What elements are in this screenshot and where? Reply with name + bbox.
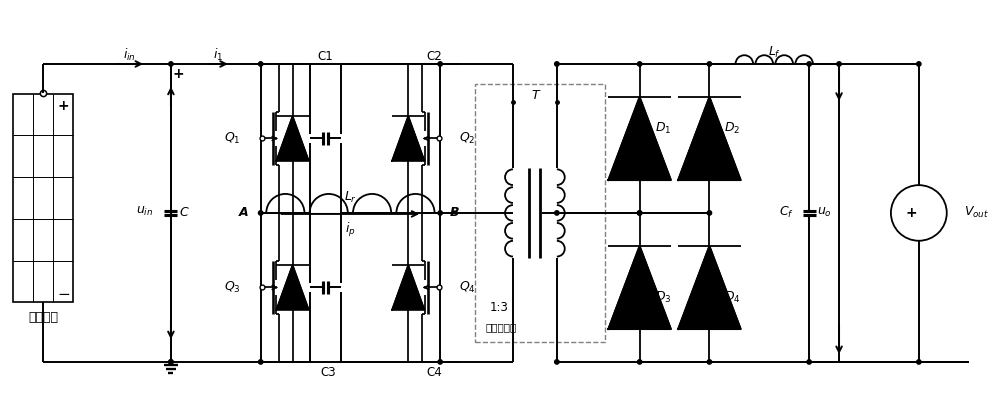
Circle shape [258, 62, 263, 66]
Polygon shape [276, 116, 309, 161]
Text: C: C [180, 206, 189, 220]
Circle shape [637, 62, 642, 66]
Circle shape [169, 62, 173, 66]
Text: 光伏电池: 光伏电池 [28, 311, 58, 324]
Text: B: B [450, 206, 460, 220]
Text: $Q_4$: $Q_4$ [459, 280, 476, 295]
Circle shape [637, 360, 642, 364]
Text: C2: C2 [426, 49, 442, 62]
Text: $V_{out}$: $V_{out}$ [964, 205, 989, 220]
Polygon shape [678, 97, 741, 180]
Circle shape [438, 62, 442, 66]
Text: $Q_1$: $Q_1$ [224, 131, 241, 146]
Circle shape [837, 62, 841, 66]
Circle shape [917, 360, 921, 364]
Polygon shape [276, 265, 309, 310]
Circle shape [555, 211, 559, 215]
Text: +: + [905, 206, 917, 220]
Text: $D_4$: $D_4$ [724, 290, 741, 305]
Text: $L_f$: $L_f$ [768, 44, 781, 60]
Circle shape [258, 211, 263, 215]
Circle shape [707, 62, 712, 66]
Bar [13, 94, 73, 302]
Text: $Q_3$: $Q_3$ [224, 280, 241, 295]
Circle shape [169, 360, 173, 364]
Circle shape [637, 211, 642, 215]
Text: C4: C4 [426, 366, 442, 379]
Circle shape [807, 360, 811, 364]
Text: $i_{in}$: $i_{in}$ [123, 47, 135, 63]
Text: $-$: $-$ [57, 285, 70, 300]
Circle shape [555, 62, 559, 66]
Text: $u_{in}$: $u_{in}$ [136, 204, 153, 217]
Text: $L_r$: $L_r$ [344, 189, 357, 204]
Circle shape [707, 360, 712, 364]
Text: T: T [531, 89, 539, 102]
Text: $C_f$: $C_f$ [779, 205, 794, 220]
Circle shape [169, 360, 173, 364]
Polygon shape [608, 246, 671, 329]
Text: $Q_2$: $Q_2$ [459, 131, 475, 146]
Polygon shape [678, 246, 741, 329]
Text: C3: C3 [321, 366, 336, 379]
Text: +: + [57, 99, 69, 113]
Text: $u_o$: $u_o$ [817, 206, 832, 220]
Polygon shape [392, 265, 424, 310]
Circle shape [438, 360, 442, 364]
Text: A: A [239, 206, 249, 220]
Circle shape [637, 211, 642, 215]
Polygon shape [608, 97, 671, 180]
Text: $i_1$: $i_1$ [213, 47, 223, 63]
Circle shape [917, 62, 921, 66]
Text: 1:3: 1:3 [490, 301, 509, 314]
Text: $D_3$: $D_3$ [655, 290, 671, 305]
Circle shape [555, 360, 559, 364]
Polygon shape [392, 116, 424, 161]
Text: +: + [172, 67, 184, 81]
Bar [475, 84, 605, 342]
Circle shape [438, 211, 442, 215]
Text: $D_1$: $D_1$ [655, 121, 671, 136]
Circle shape [258, 360, 263, 364]
Circle shape [707, 211, 712, 215]
Circle shape [807, 62, 811, 66]
Text: $D_2$: $D_2$ [724, 121, 741, 136]
Text: C1: C1 [318, 49, 333, 62]
Text: $i_p$: $i_p$ [345, 221, 356, 239]
Text: 高频变压器: 高频变压器 [485, 322, 516, 332]
